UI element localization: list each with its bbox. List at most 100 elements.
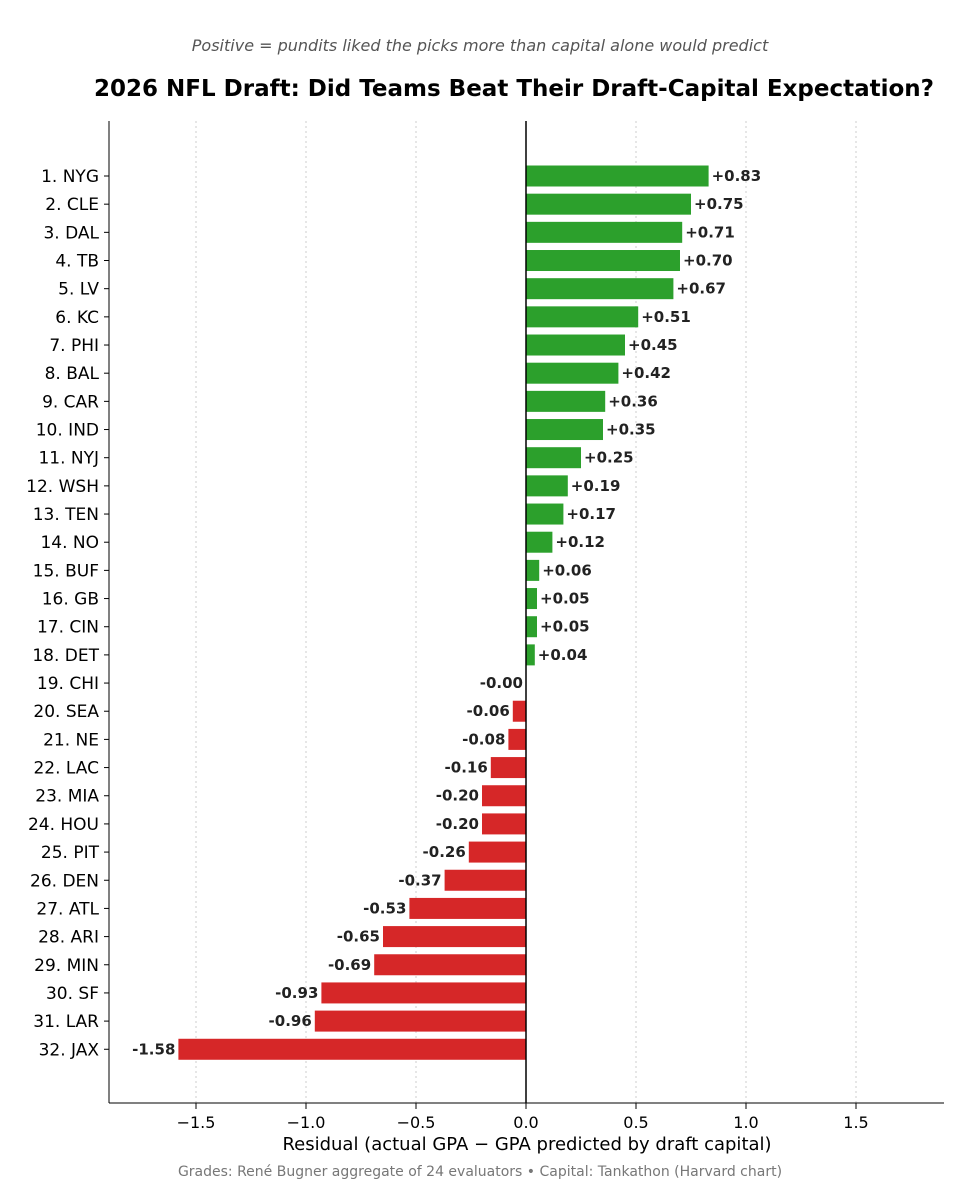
x-tick-label: 0.5 <box>623 1113 648 1132</box>
bar <box>526 193 691 215</box>
bar <box>444 869 526 891</box>
x-axis-label: Residual (actual GPA − GPA predicted by … <box>282 1134 771 1155</box>
value-label: +0.67 <box>676 280 726 298</box>
value-label: +0.51 <box>641 308 691 326</box>
value-label: -0.69 <box>328 956 371 974</box>
category-label: 29. MIN <box>34 956 99 976</box>
value-label: +0.25 <box>584 449 634 467</box>
value-label: +0.04 <box>538 646 588 664</box>
value-label: +0.42 <box>621 364 671 382</box>
value-label: -0.65 <box>337 928 380 946</box>
value-label: +0.75 <box>694 195 744 213</box>
bar <box>526 644 535 666</box>
category-label: 5. LV <box>58 280 99 300</box>
value-label: +0.06 <box>542 561 592 579</box>
category-label: 22. LAC <box>33 759 99 779</box>
bar <box>526 419 603 441</box>
category-label: 16. GB <box>42 590 99 610</box>
bar <box>383 926 526 948</box>
bar <box>526 503 564 525</box>
category-label: 7. PHI <box>49 336 99 356</box>
value-label: -1.58 <box>132 1040 175 1058</box>
bar <box>314 1010 526 1032</box>
bar <box>526 447 581 469</box>
value-label: -0.06 <box>467 702 510 720</box>
value-label: +0.17 <box>566 505 616 523</box>
category-label: 19. CHI <box>37 674 99 694</box>
bar <box>508 728 526 750</box>
value-label: -0.08 <box>462 730 505 748</box>
category-label: 27. ATL <box>36 899 99 919</box>
value-label: +0.19 <box>571 477 621 495</box>
bar <box>526 531 553 553</box>
x-tick-label: 0.0 <box>513 1113 538 1132</box>
bar <box>526 250 680 272</box>
value-label: +0.35 <box>606 421 656 439</box>
value-label: -0.16 <box>445 759 488 777</box>
category-label: 14. NO <box>40 533 99 553</box>
grid-lines <box>195 121 857 1103</box>
category-label: 13. TEN <box>33 505 99 525</box>
bar <box>526 390 606 412</box>
bar <box>526 334 625 356</box>
category-label: 15. BUF <box>33 561 99 581</box>
value-label: +0.83 <box>712 167 762 185</box>
bar <box>526 616 537 638</box>
x-tick-label: 1.5 <box>843 1113 868 1132</box>
category-label: 25. PIT <box>41 843 100 863</box>
category-label: 28. ARI <box>38 928 99 948</box>
value-label: -0.20 <box>436 815 479 833</box>
value-label: -0.93 <box>275 984 318 1002</box>
value-label: +0.05 <box>540 618 590 636</box>
bar <box>526 559 540 581</box>
bar <box>526 165 709 187</box>
category-label: 4. TB <box>55 252 99 272</box>
value-label: -0.26 <box>423 843 466 861</box>
x-tick-label: −0.5 <box>397 1113 436 1132</box>
bar <box>526 221 683 243</box>
bar <box>526 588 537 610</box>
value-label: +0.36 <box>608 392 658 410</box>
category-label: 30. SF <box>46 984 99 1004</box>
bar <box>526 278 674 300</box>
category-label: 21. NE <box>43 730 99 750</box>
category-label: 10. IND <box>36 421 99 441</box>
x-tick-label: −1.5 <box>177 1113 216 1132</box>
value-label: +0.70 <box>683 252 733 270</box>
category-label: 6. KC <box>55 308 99 328</box>
bar <box>526 475 568 497</box>
value-label: -0.20 <box>436 787 479 805</box>
category-label: 24. HOU <box>28 815 99 835</box>
bar <box>526 306 639 328</box>
bar <box>374 954 526 976</box>
value-label: -0.53 <box>363 899 406 917</box>
bar <box>512 700 526 722</box>
value-label: -0.37 <box>398 871 441 889</box>
category-label: 23. MIA <box>35 787 99 807</box>
category-label: 18. DET <box>32 646 99 666</box>
bar <box>468 841 526 863</box>
bar <box>482 813 526 835</box>
x-axis-ticks: −1.5 −1.0 −0.5 0.0 0.5 1.0 1.5 <box>177 1103 869 1132</box>
category-label: 31. LAR <box>33 1012 99 1032</box>
value-label: +0.45 <box>628 336 678 354</box>
value-label: -0.96 <box>269 1012 312 1030</box>
value-label: +0.71 <box>685 223 735 241</box>
category-label: 8. BAL <box>45 364 100 384</box>
bar <box>526 362 619 384</box>
x-tick-label: 1.0 <box>733 1113 758 1132</box>
value-label: -0.00 <box>480 674 523 692</box>
bars <box>178 165 709 1060</box>
chart-subtitle: Positive = pundits liked the picks more … <box>191 36 769 55</box>
category-label: 3. DAL <box>43 223 99 243</box>
value-labels: +0.83 +0.75 +0.71 +0.70 +0.67 +0.51 +0.45 +0.42… <box>132 167 761 1058</box>
category-label: 26. DEN <box>30 871 99 891</box>
category-label: 20. SEA <box>33 702 99 722</box>
chart-title: 2026 NFL Draft: Did Teams Beat Their Dra… <box>94 76 935 102</box>
value-label: +0.05 <box>540 590 590 608</box>
category-labels: 1. NYG 2. CLE 3. DAL 4. TB 5. LV 6. KC 7. PHI 8… <box>26 167 109 1060</box>
bar <box>490 757 526 779</box>
category-label: 2. CLE <box>45 195 99 215</box>
source-note: Grades: René Bugner aggregate of 24 eval… <box>177 1164 783 1180</box>
